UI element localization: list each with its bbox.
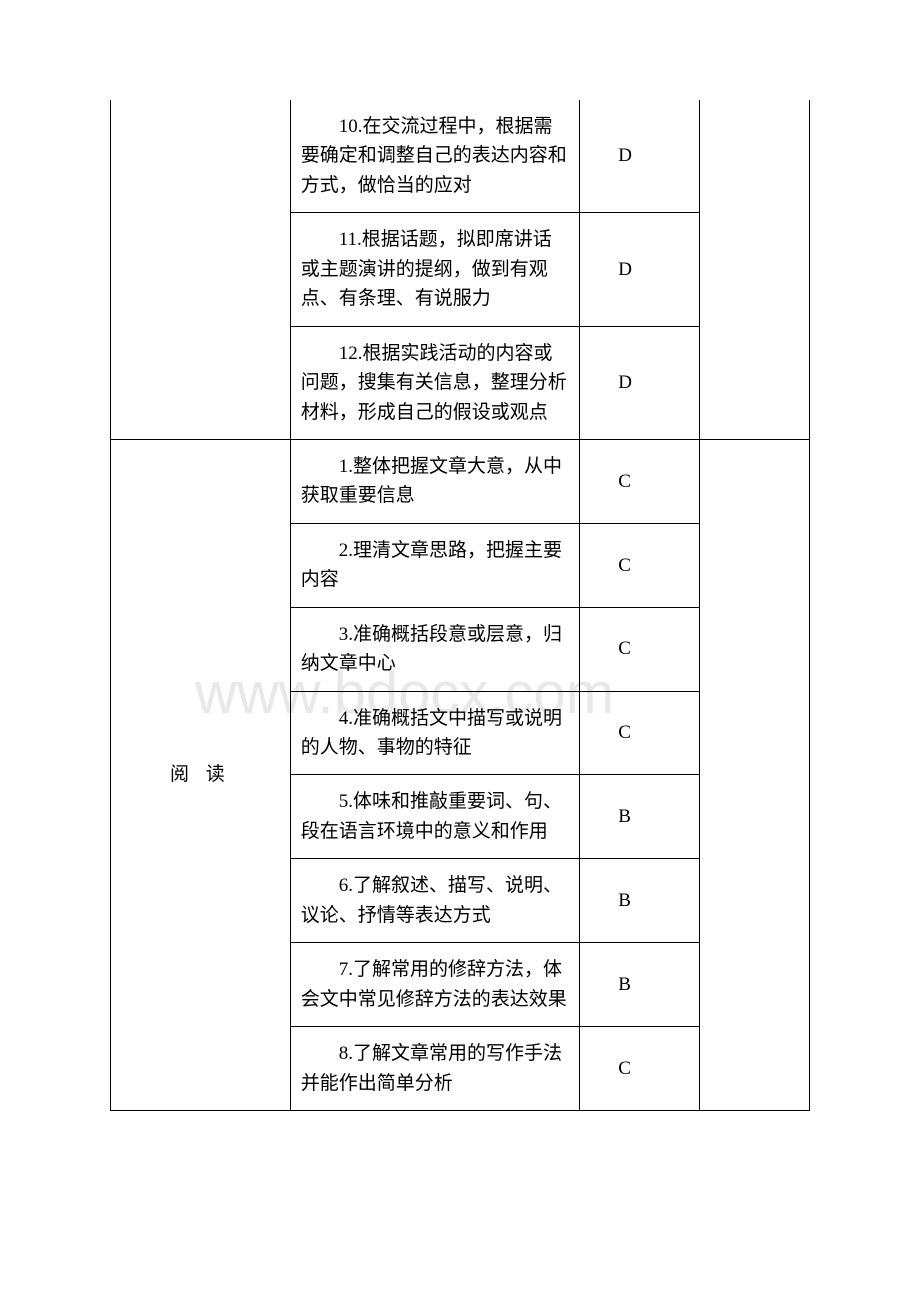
description-cell: 4.准确概括文中描写或说明的人物、事物的特征 xyxy=(290,691,580,775)
letter-cell: C xyxy=(580,439,700,523)
category-cell-reading: 阅 读 xyxy=(111,439,291,1110)
letter-cell: D xyxy=(580,100,700,213)
letter-cell: C xyxy=(580,607,700,691)
letter-cell: D xyxy=(580,213,700,326)
content-table-container: 10.在交流过程中，根据需要确定和调整自己的表达内容和方式，做恰当的应对D11.… xyxy=(110,100,810,1111)
description-cell: 11.根据话题，拟即席讲话或主题演讲的提纲，做到有观点、有条理、有说服力 xyxy=(290,213,580,326)
letter-cell: B xyxy=(580,775,700,859)
description-cell: 5.体味和推敲重要词、句、段在语言环境中的意义和作用 xyxy=(290,775,580,859)
description-cell: 10.在交流过程中，根据需要确定和调整自己的表达内容和方式，做恰当的应对 xyxy=(290,100,580,213)
description-cell: 2.理清文章思路，把握主要内容 xyxy=(290,523,580,607)
description-cell: 8.了解文章常用的写作手法并能作出简单分析 xyxy=(290,1027,580,1111)
description-cell: 12.根据实践活动的内容或问题，搜集有关信息，整理分析材料，形成自己的假设或观点 xyxy=(290,326,580,439)
description-cell: 1.整体把握文章大意，从中获取重要信息 xyxy=(290,439,580,523)
letter-cell: B xyxy=(580,943,700,1027)
content-table: 10.在交流过程中，根据需要确定和调整自己的表达内容和方式，做恰当的应对D11.… xyxy=(110,100,810,1111)
description-cell: 6.了解叙述、描写、说明、议论、抒情等表达方式 xyxy=(290,859,580,943)
table-row: 阅 读1.整体把握文章大意，从中获取重要信息C xyxy=(111,439,810,523)
empty-cell xyxy=(700,439,810,1110)
letter-cell: B xyxy=(580,859,700,943)
table-row: 10.在交流过程中，根据需要确定和调整自己的表达内容和方式，做恰当的应对D xyxy=(111,100,810,213)
category-cell-continued xyxy=(111,100,291,439)
description-cell: 7.了解常用的修辞方法，体会文中常见修辞方法的表达效果 xyxy=(290,943,580,1027)
letter-cell: C xyxy=(580,1027,700,1111)
empty-cell xyxy=(700,100,810,439)
letter-cell: C xyxy=(580,523,700,607)
letter-cell: C xyxy=(580,691,700,775)
letter-cell: D xyxy=(580,326,700,439)
description-cell: 3.准确概括段意或层意，归纳文章中心 xyxy=(290,607,580,691)
